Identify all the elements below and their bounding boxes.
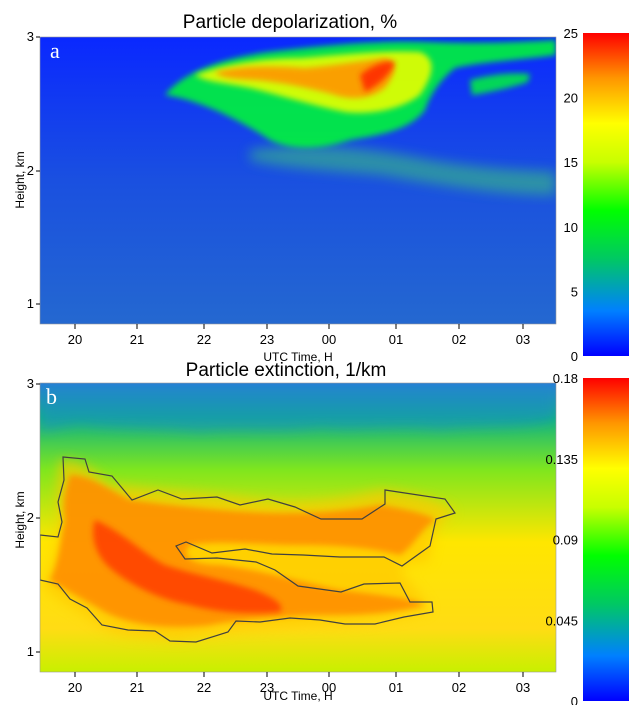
panel-a-x-ticks: 20 21 22 23 00 01 02 03	[68, 324, 530, 347]
panel-b-title: Particle extinction, 1/km	[186, 360, 387, 381]
colorbar-tick-label: 20	[564, 91, 578, 106]
panel-b-field	[40, 383, 556, 643]
panel-a-label: a	[50, 38, 60, 63]
x-tick-label: 03	[516, 680, 530, 695]
colorbar-a	[583, 33, 629, 356]
y-tick-label: 3	[27, 376, 34, 391]
panel-b: Particle extinction, 1/km b 20 21 22 23 00 01…	[13, 360, 557, 703]
colorbar-b-ticks: 0 0.045 0.09 0.135 0.18	[545, 371, 578, 705]
colorbar-tick-label: 5	[571, 284, 578, 299]
colorbar-tick-label: 0	[571, 694, 578, 705]
panel-b-label: b	[46, 384, 57, 409]
extinction-contour	[40, 456, 456, 643]
panel-a-title: Particle depolarization, %	[183, 12, 397, 33]
depol-cloud-core	[215, 58, 395, 99]
panel-a-y-ticks: 1 2 3	[27, 29, 40, 311]
extinction-top-patches	[40, 383, 556, 432]
x-tick-label: 20	[68, 332, 82, 347]
colorbar-tick-label: 0.09	[553, 533, 578, 548]
colorbar-tick-label: 0.18	[553, 371, 578, 386]
panel-a-xlabel: UTC Time, H	[263, 350, 332, 364]
y-tick-label: 2	[27, 510, 34, 525]
colorbar-tick-label: 0.135	[545, 452, 578, 467]
depol-cloud-peak	[360, 61, 395, 92]
x-tick-label: 00	[322, 332, 336, 347]
colorbar-a-ticks: 0 5 10 15 20 25	[564, 26, 578, 364]
colorbar-tick-label: 10	[564, 220, 578, 235]
panel-b-x-ticks: 20 21 22 23 00 01 02 03	[68, 672, 530, 695]
panel-b-ylabel: Height, km	[13, 491, 27, 548]
y-tick-label: 3	[27, 29, 34, 44]
panel-b-xlabel: UTC Time, H	[263, 689, 332, 703]
x-tick-label: 21	[130, 332, 144, 347]
x-tick-label: 23	[260, 680, 274, 695]
panel-b-y-ticks: 1 2 3	[27, 376, 40, 659]
x-tick-label: 01	[389, 680, 403, 695]
y-tick-label: 1	[27, 296, 34, 311]
x-tick-label: 02	[452, 680, 466, 695]
x-tick-label: 02	[452, 332, 466, 347]
y-tick-label: 1	[27, 644, 34, 659]
panel-a-field	[165, 40, 556, 195]
x-tick-label: 03	[516, 332, 530, 347]
y-tick-label: 2	[27, 163, 34, 178]
colorbar-b	[583, 378, 629, 701]
panel-a-frame	[39, 36, 557, 325]
colorbar-tick-label: 15	[564, 155, 578, 170]
colorbar-tick-label: 25	[564, 26, 578, 41]
extinction-layer-peak	[93, 520, 282, 614]
x-tick-label: 00	[322, 680, 336, 695]
panel-a-ylabel: Height, km	[13, 151, 27, 208]
colorbar-tick-label: 0.045	[545, 613, 578, 628]
panel-a: Particle depolarization, % a 20 21 22 23 00 0…	[13, 12, 557, 364]
x-tick-label: 23	[260, 332, 274, 347]
x-tick-label: 22	[197, 680, 211, 695]
depol-lower-band	[250, 145, 556, 195]
panel-b-frame	[39, 382, 557, 673]
x-tick-label: 21	[130, 680, 144, 695]
x-tick-label: 22	[197, 332, 211, 347]
x-tick-label: 20	[68, 680, 82, 695]
colorbar-tick-label: 0	[571, 349, 578, 364]
depol-cloud-side	[470, 73, 530, 95]
x-tick-label: 01	[389, 332, 403, 347]
